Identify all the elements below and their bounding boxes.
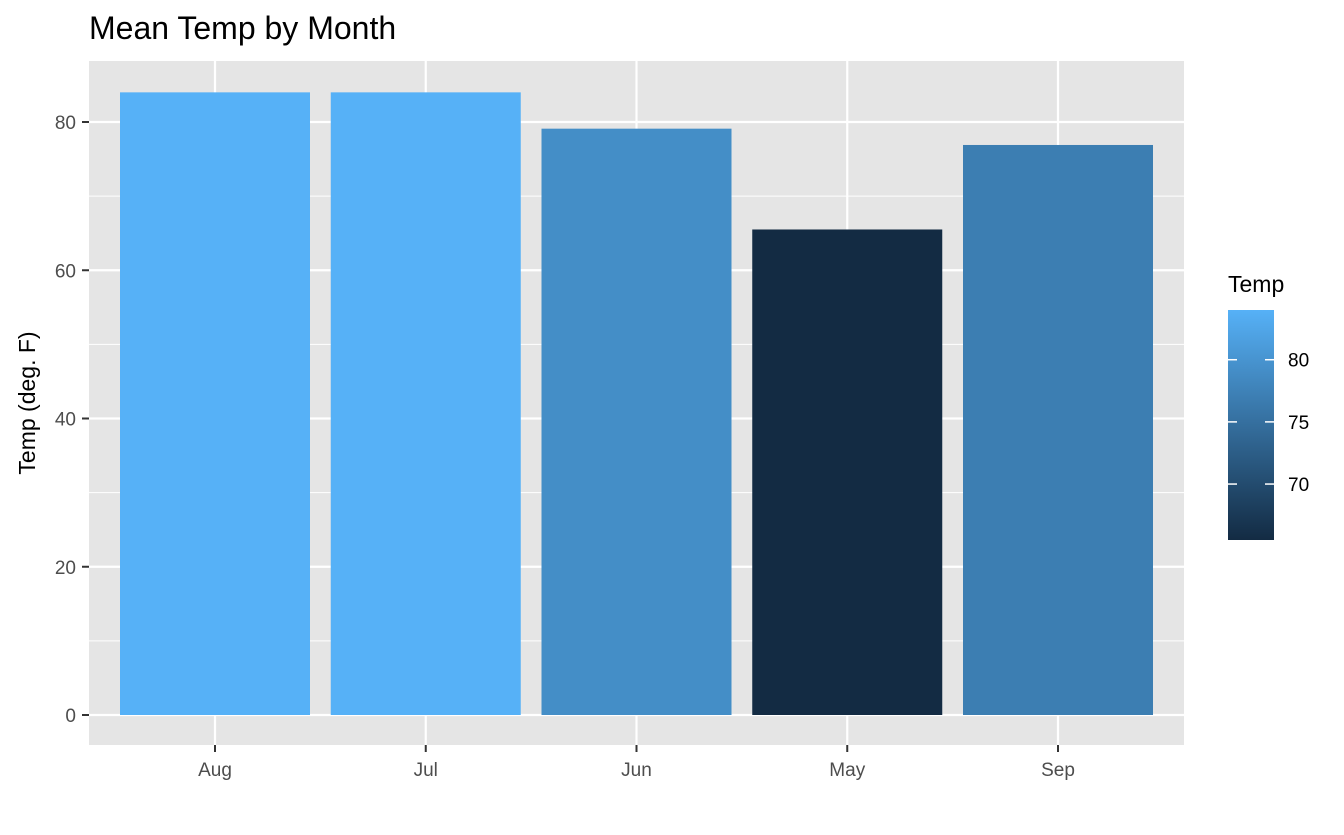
legend: Temp 70 75 80 bbox=[1228, 271, 1309, 540]
legend-ticks: 70 75 80 bbox=[1228, 351, 1309, 496]
legend-title: Temp bbox=[1228, 271, 1284, 297]
bar-jul bbox=[330, 92, 521, 716]
bar-jun bbox=[541, 128, 732, 715]
legend-colorbar bbox=[1228, 310, 1274, 540]
chart-title: Mean Temp by Month bbox=[89, 10, 396, 46]
legend-label: 75 bbox=[1288, 413, 1309, 434]
bar-sep bbox=[963, 144, 1153, 715]
legend-label: 70 bbox=[1288, 475, 1309, 496]
legend-label: 80 bbox=[1288, 351, 1309, 372]
y-tick-label: 40 bbox=[55, 410, 76, 431]
bars bbox=[120, 92, 1153, 716]
x-tick-label-jul: Jul bbox=[414, 760, 438, 781]
y-axis: 0 20 40 60 80 bbox=[55, 113, 89, 727]
bar-may bbox=[752, 229, 943, 715]
x-tick-label-sep: Sep bbox=[1041, 760, 1075, 781]
x-tick-label-aug: Aug bbox=[198, 760, 232, 781]
y-tick-label: 60 bbox=[55, 261, 76, 282]
y-tick-label: 80 bbox=[55, 113, 76, 134]
bar-aug bbox=[120, 92, 310, 716]
x-tick-label-jun: Jun bbox=[621, 760, 652, 781]
y-axis-title: Temp (deg. F) bbox=[14, 331, 40, 474]
x-axis: Aug Jul Jun May Sep bbox=[198, 745, 1075, 781]
y-tick-label: 20 bbox=[55, 558, 76, 579]
x-tick-label-may: May bbox=[829, 760, 865, 781]
y-tick-label: 0 bbox=[65, 706, 76, 727]
